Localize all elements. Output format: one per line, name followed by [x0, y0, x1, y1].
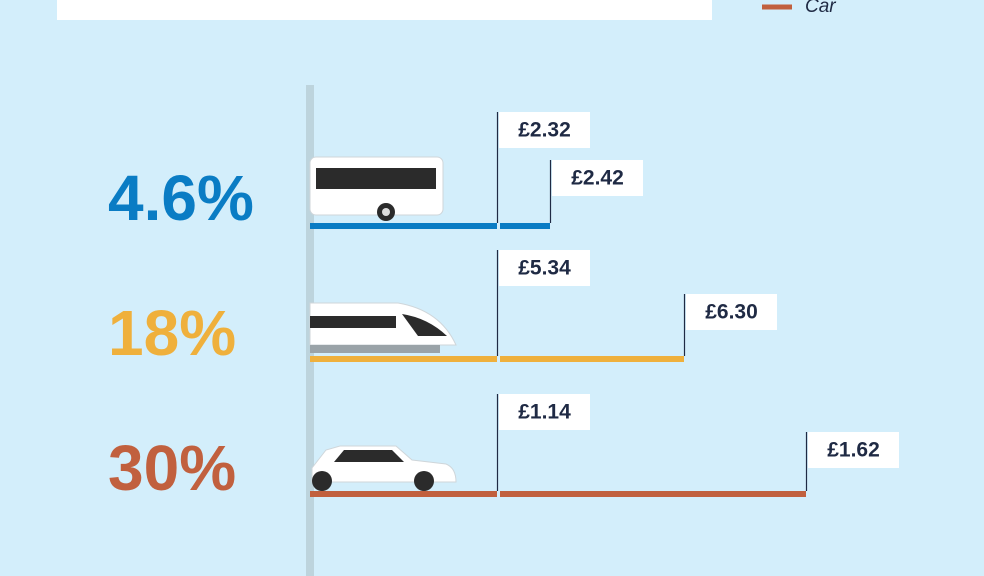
price-box: [808, 432, 899, 468]
price-box: [552, 160, 643, 196]
price-label: £1.62: [827, 439, 880, 462]
price-box: [499, 250, 590, 286]
header-box: [57, 0, 712, 20]
price-box: [499, 394, 590, 430]
bar: [500, 491, 806, 497]
price-label: £1.14: [518, 401, 571, 424]
train-icon: [309, 302, 457, 353]
bus-icon: [309, 156, 444, 221]
bar: [500, 223, 550, 229]
car-icon: [311, 445, 457, 491]
bar: [310, 491, 497, 497]
price-label: £2.42: [571, 167, 624, 190]
bar: [500, 356, 684, 362]
bar: [310, 223, 497, 229]
price-box: [499, 112, 590, 148]
bar: [310, 356, 497, 362]
price-label: £2.32: [518, 119, 571, 142]
price-label: £5.34: [518, 257, 571, 280]
price-box: [686, 294, 777, 330]
percent-label: 30%: [108, 432, 236, 504]
percent-label: 4.6%: [108, 162, 254, 234]
legend-label: Car: [805, 0, 836, 17]
percent-label: 18%: [108, 297, 236, 369]
price-label: £6.30: [705, 301, 758, 324]
